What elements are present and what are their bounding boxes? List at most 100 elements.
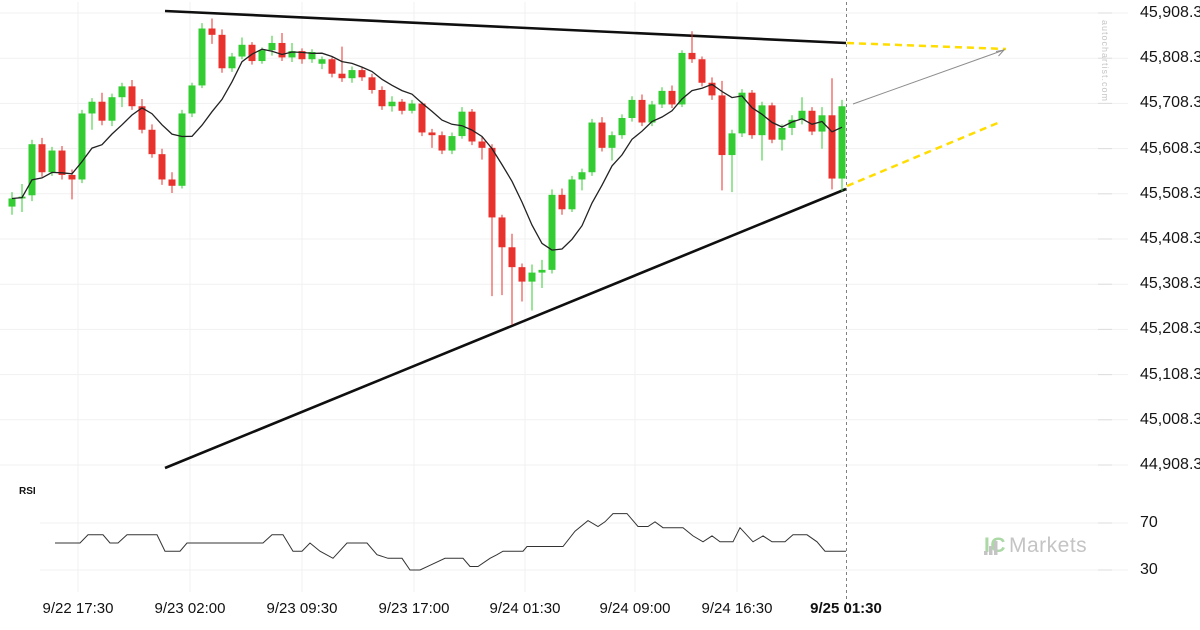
candle-body bbox=[8, 198, 16, 207]
autochartist-credit: autochartist.com bbox=[1100, 20, 1110, 103]
candle-body bbox=[88, 101, 96, 114]
x-axis-time-label: 9/23 02:00 bbox=[154, 600, 226, 617]
candle-body bbox=[628, 99, 636, 118]
candle-body bbox=[428, 132, 436, 136]
rsi-indicator-label: RSI bbox=[19, 486, 36, 497]
y-axis-price-label: 45,908.3 bbox=[1140, 4, 1200, 21]
candle-body bbox=[528, 272, 536, 282]
candle-body bbox=[548, 194, 556, 270]
candle-body bbox=[788, 119, 796, 128]
y-axis-price-label: 45,508.3 bbox=[1140, 184, 1200, 202]
y-axis-price-label: 45,308.3 bbox=[1140, 275, 1200, 293]
candle-body bbox=[698, 59, 706, 83]
candle-body bbox=[28, 144, 36, 196]
candle-body bbox=[598, 122, 606, 148]
candle-body bbox=[238, 44, 246, 57]
y-axis-price-label: 44,908.3 bbox=[1140, 456, 1200, 473]
candle-body bbox=[468, 111, 476, 142]
rsi-level-label: 70 bbox=[1140, 514, 1158, 531]
moving-average-line bbox=[11, 48, 843, 251]
candle-body bbox=[568, 179, 576, 210]
candle-body bbox=[338, 73, 346, 79]
candle-body bbox=[368, 77, 376, 90]
candle-body bbox=[398, 101, 406, 111]
y-axis-price-label: 45,708.3 bbox=[1140, 94, 1200, 112]
forecast-arrow bbox=[852, 49, 1005, 105]
candle-body bbox=[298, 51, 306, 60]
candle-body bbox=[778, 127, 786, 140]
candle-body bbox=[538, 269, 546, 273]
candle-body bbox=[168, 179, 176, 186]
candle-body bbox=[248, 44, 256, 62]
candle-body bbox=[518, 267, 526, 282]
candle-body bbox=[268, 42, 276, 51]
candle-body bbox=[78, 113, 86, 180]
x-axis-label-pattern-end: 9/25 01:30 bbox=[810, 600, 882, 617]
x-axis-time-label: 9/23 09:30 bbox=[266, 600, 338, 617]
candle-body bbox=[148, 129, 156, 155]
candle-body bbox=[138, 106, 146, 130]
candle-body bbox=[508, 247, 516, 268]
y-axis-price-label: 45,808.3 bbox=[1140, 49, 1200, 67]
x-axis-time-label: 9/24 16:30 bbox=[701, 600, 773, 617]
candle-body bbox=[448, 136, 456, 151]
y-axis-price-label: 45,108.3 bbox=[1140, 365, 1200, 383]
candle-body bbox=[808, 110, 816, 132]
candle-body bbox=[738, 92, 746, 134]
candle-body bbox=[418, 103, 426, 133]
candle-body bbox=[488, 147, 496, 218]
candle-body bbox=[718, 95, 726, 156]
lower-projection-line bbox=[846, 120, 1001, 188]
candle-body bbox=[708, 82, 716, 96]
candle-body bbox=[48, 150, 56, 173]
x-axis-time-label: 9/24 01:30 bbox=[489, 600, 561, 617]
x-axis-time-label: 9/24 09:00 bbox=[599, 600, 671, 617]
candle-body bbox=[688, 52, 696, 60]
candle-body bbox=[438, 135, 446, 151]
y-axis-price-label: 45,608.3 bbox=[1140, 139, 1200, 157]
candle-body bbox=[668, 90, 676, 105]
candle-body bbox=[798, 110, 806, 120]
candle-body bbox=[328, 59, 336, 74]
candle-body bbox=[288, 51, 296, 58]
y-axis-price-label: 45,208.3 bbox=[1140, 320, 1200, 338]
candle-body bbox=[478, 141, 486, 148]
candle-body bbox=[218, 34, 226, 69]
candle-body bbox=[658, 90, 666, 105]
rsi-line bbox=[55, 513, 846, 571]
candle-body bbox=[178, 113, 186, 186]
candle-body bbox=[748, 92, 756, 136]
candle-body bbox=[408, 103, 416, 111]
candle-body bbox=[558, 194, 566, 210]
candle-body bbox=[648, 104, 656, 123]
candle-body bbox=[608, 135, 616, 148]
candle-body bbox=[98, 101, 106, 121]
candle-body bbox=[498, 217, 506, 248]
candle-body bbox=[278, 42, 286, 58]
candle-body bbox=[128, 86, 136, 107]
candle-body bbox=[678, 52, 686, 105]
candle-body bbox=[58, 150, 66, 175]
candle-body bbox=[838, 106, 846, 179]
x-axis-time-label: 9/22 17:30 bbox=[42, 600, 114, 617]
candle-body bbox=[388, 101, 396, 107]
upper-projection-line bbox=[846, 41, 1007, 51]
rsi-level-label: 30 bbox=[1140, 561, 1158, 578]
forecast-arrowhead bbox=[995, 49, 1006, 57]
candle-body bbox=[618, 117, 626, 136]
broker-watermark: IC Markets bbox=[984, 535, 1087, 556]
upper-trendline bbox=[164, 9, 847, 45]
candle-body bbox=[818, 115, 826, 132]
candle-body bbox=[68, 174, 76, 180]
candle-body bbox=[378, 89, 386, 107]
candle-body bbox=[108, 97, 116, 121]
candle-body bbox=[588, 122, 596, 173]
y-axis-price-label: 45,408.3 bbox=[1140, 230, 1200, 247]
candle-body bbox=[458, 111, 466, 137]
candle-body bbox=[198, 28, 206, 86]
candle-body bbox=[758, 105, 766, 136]
candle-body bbox=[348, 70, 356, 79]
candle-body bbox=[638, 99, 646, 123]
watermark-markets: Markets bbox=[1009, 534, 1088, 557]
